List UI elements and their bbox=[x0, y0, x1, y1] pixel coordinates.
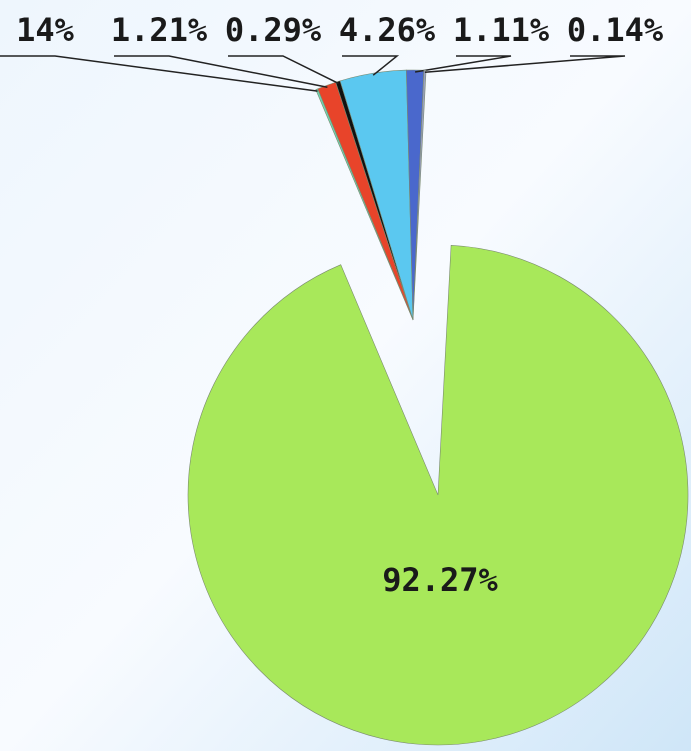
pie-slice bbox=[187, 245, 689, 746]
data-label: 0.14% bbox=[567, 11, 664, 49]
leader-line bbox=[228, 55, 339, 85]
leader-line bbox=[0, 55, 318, 92]
leader-line bbox=[342, 55, 400, 76]
data-label: 0.29% bbox=[225, 11, 322, 49]
data-label: 1.11% bbox=[453, 11, 550, 49]
data-label: 4.26% bbox=[339, 11, 436, 49]
data-label: 1.21% bbox=[111, 11, 208, 49]
leader-line bbox=[424, 55, 626, 74]
data-label: 92.27% bbox=[382, 561, 498, 599]
leader-line bbox=[114, 55, 328, 88]
data-label: 14% bbox=[16, 11, 75, 49]
pie-slice bbox=[412, 69, 427, 321]
leader-line bbox=[414, 55, 512, 73]
